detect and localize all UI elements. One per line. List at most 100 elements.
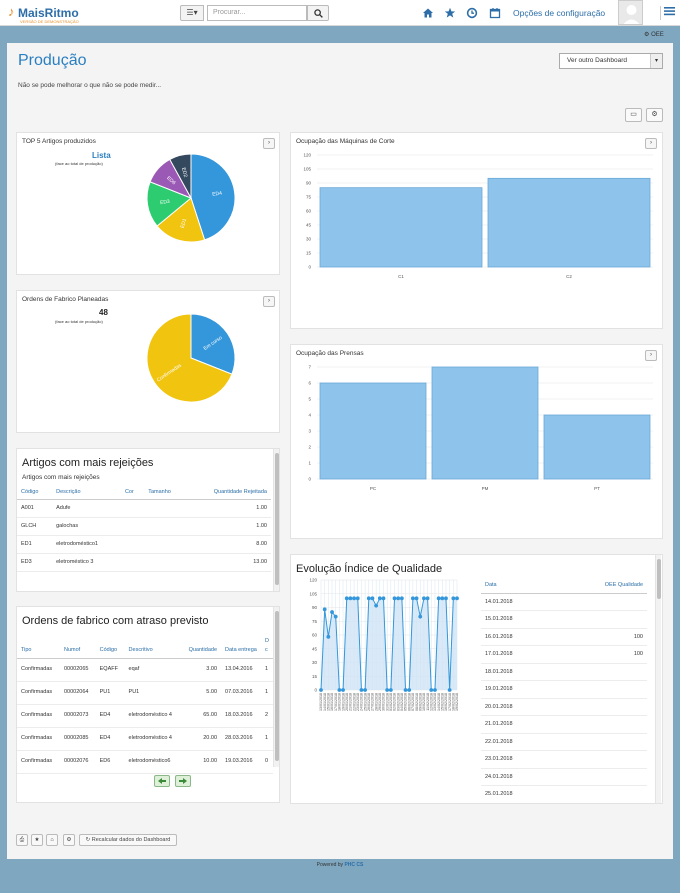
table-row[interactable]: Confirmadas 00002076 ED6 eletrodoméstico6 10…: [17, 750, 273, 774]
quality-point[interactable]: [319, 688, 323, 692]
quality-point[interactable]: [410, 596, 415, 601]
col-codigo[interactable]: Código: [17, 485, 53, 500]
view-list-button[interactable]: ☰▾: [180, 5, 204, 21]
presses-bar-pt[interactable]: [543, 414, 651, 480]
scroll-thumb[interactable]: [275, 611, 279, 761]
cutting-bar-c1[interactable]: [319, 187, 483, 268]
top5-slice-ed2[interactable]: [169, 153, 192, 199]
quality-point[interactable]: [363, 688, 368, 692]
quality-point[interactable]: [377, 596, 382, 601]
search-input[interactable]: Procurar...: [207, 5, 307, 21]
prev-page-button[interactable]: [154, 775, 170, 787]
col-tipo[interactable]: Tipo: [17, 634, 60, 659]
cutting-bar-c2[interactable]: [487, 177, 651, 268]
quality-point[interactable]: [447, 688, 452, 692]
top5-slice-ed1[interactable]: [156, 197, 206, 243]
table-row[interactable]: 19.01.2018: [481, 680, 647, 699]
display-mode-button[interactable]: ▭: [625, 108, 642, 122]
quality-point[interactable]: [392, 596, 397, 601]
scroll-thumb[interactable]: [657, 559, 661, 599]
config-button[interactable]: ⚙: [63, 834, 75, 846]
top5-list-link[interactable]: Lista: [92, 151, 111, 160]
settings-button[interactable]: ⚙: [646, 108, 663, 122]
table-row[interactable]: 16.01.2018 100: [481, 628, 647, 646]
table-row[interactable]: 17.01.2018 100: [481, 645, 647, 664]
quality-point[interactable]: [407, 688, 412, 692]
quality-point[interactable]: [444, 596, 448, 601]
presses-bar-pc[interactable]: [319, 382, 427, 480]
table-row[interactable]: A001 Adufe 1.00: [17, 499, 271, 518]
planned-orders-expand-button[interactable]: ›: [263, 296, 275, 307]
table-row[interactable]: 23.01.2018: [481, 750, 647, 769]
user-avatar[interactable]: [618, 0, 643, 25]
dashboard-select[interactable]: Ver outro Dashboard ▾: [559, 53, 663, 69]
table-row[interactable]: ED3 eletroméstico 3 13.00: [17, 553, 271, 572]
quality-point[interactable]: [414, 596, 419, 601]
star-icon[interactable]: [443, 6, 457, 20]
col-tamanho[interactable]: Tamanho: [144, 485, 187, 500]
quality-point[interactable]: [348, 596, 353, 601]
table-row[interactable]: 20.01.2018: [481, 698, 647, 716]
quality-point[interactable]: [436, 596, 441, 601]
oee-link[interactable]: ⚙ OEE: [644, 31, 664, 38]
presses-expand-button[interactable]: ›: [645, 350, 657, 361]
quality-point[interactable]: [455, 596, 459, 601]
table-row[interactable]: Confirmadas 00002065 EQAFF eqaf 3.00 13.04.20…: [17, 658, 273, 682]
table-row[interactable]: 24.01.2018: [481, 768, 647, 786]
rejections-scrollbar[interactable]: [273, 449, 279, 591]
planned-slice-em-curso[interactable]: [190, 313, 236, 375]
quality-point[interactable]: [399, 596, 404, 601]
table-row[interactable]: 21.01.2018: [481, 715, 647, 734]
top5-slice-ed4[interactable]: [190, 153, 236, 241]
phc-brand-link[interactable]: PHC CS: [344, 862, 364, 868]
quality-point[interactable]: [433, 688, 437, 692]
planned-slice-confirmadas[interactable]: [146, 313, 233, 403]
col-codigo[interactable]: Código: [95, 634, 125, 659]
config-link[interactable]: Opções de configuração: [513, 8, 606, 18]
quality-point[interactable]: [418, 614, 423, 619]
calendar-icon[interactable]: [488, 6, 502, 20]
cutting-machines-expand-button[interactable]: ›: [645, 138, 657, 149]
presses-bar-pm[interactable]: [431, 366, 539, 480]
quality-point[interactable]: [385, 688, 390, 692]
quality-point[interactable]: [333, 614, 338, 619]
home-button[interactable]: ⌂: [46, 834, 58, 846]
quality-point[interactable]: [344, 596, 349, 601]
quality-point[interactable]: [374, 603, 379, 608]
recalc-button[interactable]: ↻ Recalcular dados do Dashboard: [79, 834, 177, 846]
home-icon[interactable]: [421, 6, 435, 20]
quality-point[interactable]: [366, 596, 371, 601]
quality-scrollbar[interactable]: [655, 555, 661, 803]
table-row[interactable]: ED1 eletrodoméstico1 8.00: [17, 535, 271, 554]
col-descricao[interactable]: Descrição: [52, 485, 121, 500]
print-button[interactable]: ⎙: [16, 834, 28, 846]
quality-point[interactable]: [341, 688, 345, 692]
delayed-orders-scrollbar[interactable]: [273, 607, 279, 767]
col-d[interactable]: D c: [261, 634, 273, 659]
quality-point[interactable]: [425, 596, 430, 601]
col-oee-qualidade[interactable]: OEE Qualidade: [553, 577, 647, 594]
next-page-button[interactable]: [175, 775, 191, 787]
quality-point[interactable]: [359, 688, 364, 692]
col-quantidade[interactable]: Quantidade: [180, 634, 222, 659]
col-data-entrega[interactable]: Data entrega: [221, 634, 262, 659]
quality-point[interactable]: [381, 596, 386, 601]
table-row[interactable]: 18.01.2018: [481, 663, 647, 681]
quality-point[interactable]: [370, 596, 375, 601]
col-data[interactable]: Data: [481, 577, 554, 594]
table-row[interactable]: GLCH galochas 1.00: [17, 517, 271, 536]
quality-point[interactable]: [326, 634, 331, 639]
quality-point[interactable]: [422, 596, 426, 601]
table-row[interactable]: Confirmadas 00002064 PU1 PU1 5.00 07.03.2016 1: [17, 681, 273, 705]
quality-point[interactable]: [429, 688, 434, 692]
quality-point[interactable]: [440, 596, 445, 601]
quality-point[interactable]: [330, 610, 334, 614]
quality-point[interactable]: [388, 688, 393, 692]
quality-point[interactable]: [352, 596, 356, 601]
col-quantidade-rejeitada[interactable]: Quantidade Rejeitada: [186, 485, 271, 500]
quality-point[interactable]: [322, 607, 327, 612]
col-descritivo[interactable]: Descritivo: [124, 634, 181, 659]
col-numof[interactable]: Numof: [60, 634, 96, 659]
